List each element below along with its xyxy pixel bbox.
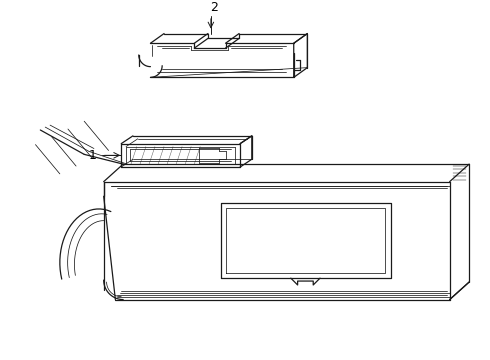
Text: 2: 2 <box>210 1 218 14</box>
Text: 1: 1 <box>89 149 97 162</box>
